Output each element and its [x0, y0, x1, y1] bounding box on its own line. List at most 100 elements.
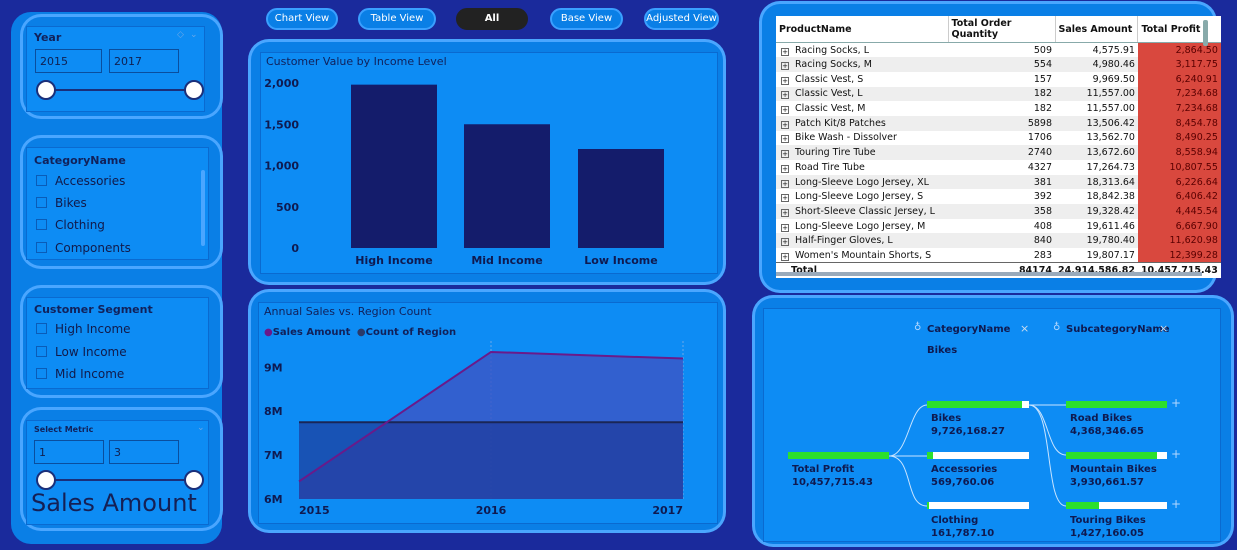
- category-option[interactable]: Clothing: [36, 218, 105, 232]
- y-tick-label: 1,500: [264, 118, 299, 131]
- root-bar[interactable]: [788, 452, 889, 459]
- year-from-input[interactable]: 2015: [35, 49, 102, 73]
- expand-icon[interactable]: +: [781, 120, 789, 129]
- checkbox[interactable]: [36, 368, 47, 379]
- metric-slider-track[interactable]: [45, 479, 195, 481]
- checkbox[interactable]: [36, 197, 47, 208]
- tree-node-touring-bikes[interactable]: Touring Bikes 1,427,160.05: [1070, 515, 1146, 539]
- metric-from-input[interactable]: 1: [34, 440, 104, 464]
- expand-icon[interactable]: +: [781, 208, 789, 217]
- table-row[interactable]: + Half-Finger Gloves, L 840 19,780.40 11,620…: [776, 233, 1221, 249]
- checkbox[interactable]: [36, 219, 47, 230]
- table-row[interactable]: + Racing Socks, M 554 4,980.46 3,117.75: [776, 57, 1221, 72]
- cell-product: + Long-Sleeve Logo Jersey, S: [781, 191, 924, 203]
- header-sales[interactable]: Sales Amount: [1055, 16, 1139, 43]
- expand-icon[interactable]: +: [781, 91, 789, 100]
- expand-icon[interactable]: +: [781, 179, 789, 188]
- clothing-bar[interactable]: [927, 502, 1029, 509]
- cell-product: + Bike Wash - Dissolver: [781, 132, 897, 144]
- year-slider-end-handle[interactable]: [184, 80, 204, 100]
- cell-quantity: 554: [948, 57, 1055, 72]
- category-option[interactable]: Bikes: [36, 196, 87, 210]
- table-row[interactable]: + Classic Vest, S 157 9,969.50 6,240.91: [776, 71, 1221, 87]
- checkbox[interactable]: [36, 323, 47, 334]
- adjusted-view-button[interactable]: Adjusted View: [644, 8, 719, 30]
- expand-plus-icon[interactable]: +: [1171, 447, 1182, 461]
- header-quantity[interactable]: Total Order Quantity: [948, 16, 1056, 43]
- table-row[interactable]: + Short-Sleeve Classic Jersey, L 358 19,328…: [776, 204, 1221, 219]
- close-icon[interactable]: ×: [1159, 322, 1169, 335]
- table-row[interactable]: + Patch Kit/8 Patches 5898 13,506.42 8,454.7…: [776, 115, 1221, 131]
- expand-icon[interactable]: +: [781, 106, 789, 115]
- expand-icon[interactable]: +: [781, 47, 789, 56]
- header-product[interactable]: ProductName: [776, 16, 949, 43]
- table-row[interactable]: + Long-Sleeve Logo Jersey, XL 381 18,313.64…: [776, 174, 1221, 190]
- table-view-button[interactable]: Table View: [358, 8, 436, 30]
- tree-node-clothing[interactable]: Clothing 161,787.10: [931, 515, 995, 539]
- expand-icon[interactable]: +: [781, 252, 789, 261]
- road-bikes-bar[interactable]: [1066, 401, 1167, 408]
- checkbox[interactable]: [36, 175, 47, 186]
- root-node[interactable]: Total Profit 10,457,715.43: [792, 464, 873, 488]
- table-row[interactable]: + Bike Wash - Dissolver 1706 13,562.70 8,490…: [776, 130, 1221, 146]
- metric-to-input[interactable]: 3: [109, 440, 179, 464]
- base-view-button[interactable]: Base View: [550, 8, 623, 30]
- tree-node-road-bikes[interactable]: Road Bikes 4,368,346.65: [1070, 413, 1145, 437]
- table-row[interactable]: + Touring Tire Tube 2740 13,672.60 8,558.94: [776, 145, 1221, 160]
- table-row[interactable]: + Racing Socks, L 509 4,575.91 2,864.50: [776, 42, 1221, 58]
- bar-high-income[interactable]: [351, 84, 437, 249]
- table-scrollbar[interactable]: [1203, 20, 1208, 46]
- expand-icon[interactable]: +: [781, 164, 789, 173]
- chevron-down-icon[interactable]: ⌄: [197, 423, 205, 433]
- year-to-input[interactable]: 2017: [109, 49, 179, 73]
- expand-icon[interactable]: +: [781, 135, 789, 144]
- region-area: [299, 422, 683, 499]
- segment-option[interactable]: Low Income: [36, 345, 127, 359]
- category-option[interactable]: Accessories: [36, 174, 125, 188]
- category-scrollbar[interactable]: [201, 170, 205, 246]
- cell-product: + Classic Vest, S: [781, 73, 864, 85]
- checkbox[interactable]: [36, 346, 47, 357]
- year-slider-track[interactable]: [45, 89, 195, 91]
- accessories-bar[interactable]: [927, 452, 1029, 459]
- segment-option[interactable]: High Income: [36, 322, 131, 336]
- tree-node-mountain-bikes[interactable]: Mountain Bikes 3,930,661.57: [1070, 464, 1157, 488]
- expand-icon[interactable]: +: [781, 223, 789, 232]
- cell-sales: 9,969.50: [1092, 73, 1135, 85]
- sales-line[interactable]: [298, 350, 684, 483]
- expand-plus-icon[interactable]: +: [1171, 497, 1182, 511]
- expand-icon[interactable]: +: [781, 150, 789, 159]
- table-row[interactable]: + Long-Sleeve Logo Jersey, M 408 19,611.46 6…: [776, 218, 1221, 234]
- expand-icon[interactable]: +: [781, 62, 789, 71]
- tree-node-bikes[interactable]: Bikes 9,726,168.27: [931, 413, 1006, 437]
- expand-icon[interactable]: +: [781, 194, 789, 203]
- expand-icon[interactable]: +: [781, 76, 789, 85]
- table-row[interactable]: + Long-Sleeve Logo Jersey, S 392 18,842.38 6…: [776, 189, 1221, 205]
- bar-mid-income[interactable]: [464, 124, 550, 248]
- checkbox[interactable]: [36, 242, 47, 253]
- table-row[interactable]: + Classic Vest, M 182 11,557.00 7,234.68: [776, 101, 1221, 116]
- table-row[interactable]: + Women's Mountain Shorts, S 283 19,807.17 1…: [776, 248, 1221, 263]
- eraser-icon[interactable]: ◇: [177, 30, 184, 40]
- table-horizontal-scrollbar[interactable]: [776, 272, 1202, 276]
- expand-plus-icon[interactable]: +: [1171, 396, 1182, 410]
- tree-node-accessories[interactable]: Accessories 569,760.06: [931, 464, 998, 488]
- segment-option[interactable]: Mid Income: [36, 367, 124, 381]
- all-button[interactable]: All: [456, 8, 528, 30]
- mountain-bikes-bar[interactable]: [1066, 452, 1167, 459]
- header-profit[interactable]: Total Profit: [1137, 16, 1221, 43]
- touring-bikes-bar[interactable]: [1066, 502, 1167, 509]
- table-row[interactable]: + Classic Vest, L 182 11,557.00 7,234.68: [776, 86, 1221, 102]
- bikes-bar[interactable]: [927, 401, 1029, 408]
- close-icon[interactable]: ×: [1020, 322, 1030, 335]
- year-slider-start-handle[interactable]: [36, 80, 56, 100]
- segment-slicer: Customer Segment High Income Low Income …: [26, 297, 209, 389]
- metric-slider-end-handle[interactable]: [184, 470, 204, 490]
- chart-view-button[interactable]: Chart View: [266, 8, 338, 30]
- table-row[interactable]: + Road Tire Tube 4327 17,264.73 10,807.55: [776, 160, 1221, 175]
- chevron-down-icon[interactable]: ⌄: [190, 30, 198, 40]
- metric-slider-start-handle[interactable]: [36, 470, 56, 490]
- category-option[interactable]: Components: [36, 241, 131, 255]
- expand-icon[interactable]: +: [781, 238, 789, 247]
- bar-low-income[interactable]: [578, 149, 664, 248]
